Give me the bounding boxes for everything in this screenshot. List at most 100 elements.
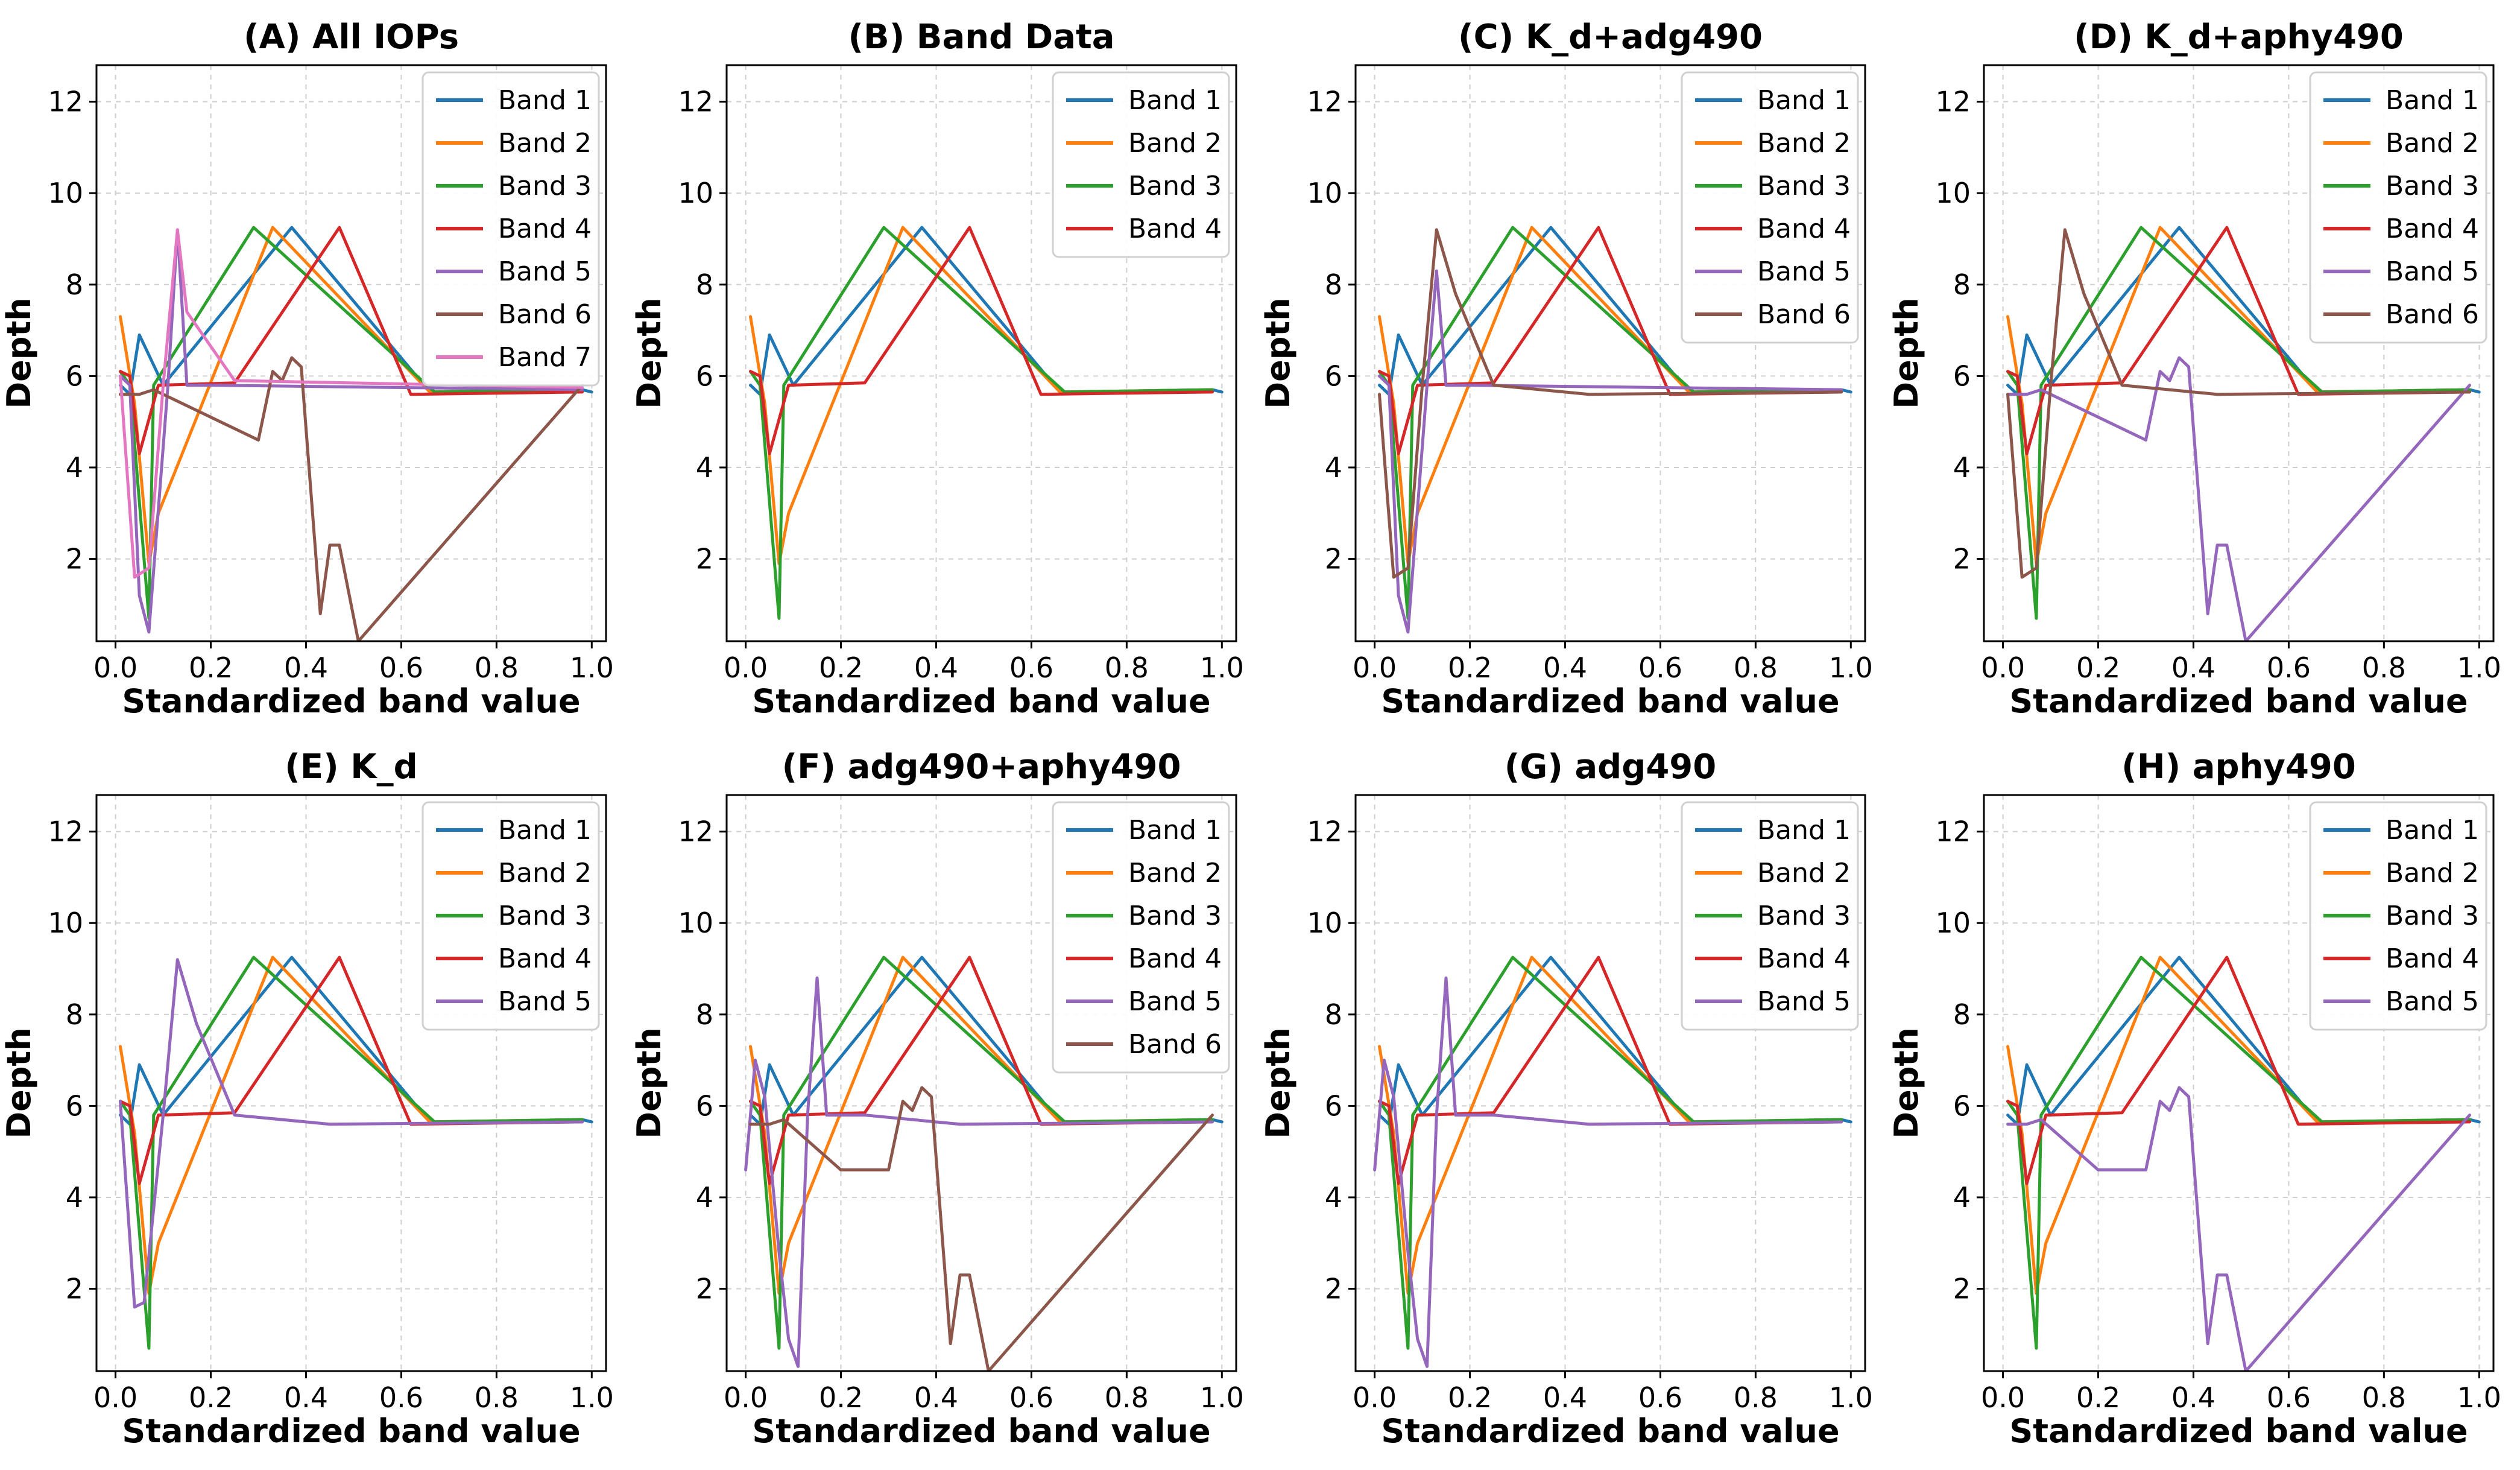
legend-label: Band 2	[1757, 128, 1851, 159]
y-tick-label: 6	[696, 360, 713, 392]
legend-label: Band 1	[1128, 85, 1222, 116]
chart-panel-3: 0.0 0.2 0.4 0.6 0.8 1.0 2 4 6 8 10 12 (C) K_d+adg490…	[1259, 17, 1873, 720]
legend-label: Band 4	[1128, 943, 1222, 974]
y-axis-label: Depth	[0, 1027, 38, 1138]
plot-frame	[95, 64, 607, 642]
legend: Band 1 Band 2 Band 3 Band 4 Band 5 Band 6	[1681, 71, 1859, 344]
chart-panel-8: 0.0 0.2 0.4 0.6 0.8 1.0 2 4 6 8 10 12 (H) aphy490 Sta…	[1887, 747, 2501, 1450]
y-axis-label: Depth	[630, 1027, 668, 1138]
y-axis-label: Depth	[1887, 297, 1925, 408]
y-tick-label: 8	[696, 998, 713, 1031]
y-tick-label: 6	[696, 1089, 713, 1122]
series-line-band-2	[749, 226, 1214, 565]
x-tick-label: 0.2	[2076, 1381, 2120, 1414]
plot-frame	[725, 64, 1237, 642]
x-axis-label: Standardized band value	[2009, 1412, 2468, 1450]
x-axis-label: Standardized band value	[122, 682, 580, 720]
series-line-band-5	[2006, 1086, 2471, 1371]
y-tick-label: 8	[1953, 998, 1971, 1031]
legend: Band 1 Band 2 Band 3 Band 4 Band 5	[2309, 801, 2487, 1031]
y-tick-label: 8	[66, 998, 83, 1031]
y-tick-label: 12	[1307, 86, 1342, 118]
series-line-band-5	[1373, 976, 1843, 1368]
y-tick-label: 10	[678, 907, 713, 939]
legend-box	[1052, 801, 1230, 1074]
x-tick-label: 1.0	[2457, 651, 2501, 684]
x-tick-label: 0.0	[93, 1381, 137, 1414]
legend-label: Band 6	[2386, 299, 2479, 330]
y-tick-label: 6	[1325, 360, 1342, 392]
x-tick-label: 1.0	[570, 1381, 614, 1414]
legend-label: Band 1	[1757, 85, 1851, 116]
plot-frame	[1354, 794, 1866, 1372]
y-tick-label: 10	[48, 907, 83, 939]
y-tick-label: 2	[1325, 1273, 1342, 1305]
legend-label: Band 5	[2386, 986, 2479, 1017]
x-tick-label: 0.4	[914, 1381, 958, 1414]
x-tick-label: 0.2	[1448, 1381, 1492, 1414]
y-tick-label: 6	[66, 1089, 83, 1122]
legend-label: Band 6	[1757, 299, 1851, 330]
plot-frame	[725, 794, 1237, 1372]
legend-box	[422, 71, 600, 387]
y-tick-label: 8	[1953, 268, 1971, 301]
legend-label: Band 4	[1757, 943, 1851, 974]
chart-panel-4: 0.0 0.2 0.4 0.6 0.8 1.0 2 4 6 8 10 12 (D) K_d+aphy49…	[1887, 17, 2501, 720]
series-line-band-5	[119, 958, 584, 1309]
y-tick-label: 4	[1953, 451, 1971, 484]
y-tick-label: 10	[1935, 177, 1971, 209]
y-tick-label: 8	[66, 268, 83, 301]
series-line-band-5	[744, 976, 1214, 1368]
legend-label: Band 3	[2386, 171, 2479, 201]
legend-label: Band 4	[2386, 943, 2479, 974]
legend-label: Band 4	[2386, 214, 2479, 244]
legend-label: Band 5	[2386, 256, 2479, 287]
legend-label: Band 2	[1128, 858, 1222, 889]
legend: Band 1 Band 2 Band 3 Band 4 Band 5 Band 6	[1052, 801, 1230, 1074]
y-axis-label: Depth	[1259, 1027, 1297, 1138]
y-tick-label: 4	[1325, 1181, 1342, 1214]
y-tick-label: 6	[1953, 1089, 1971, 1122]
y-axis-label: Depth	[630, 297, 668, 408]
panel-title: (B) Band Data	[848, 17, 1114, 57]
x-tick-label: 0.2	[819, 651, 863, 684]
legend-label: Band 5	[1757, 986, 1851, 1017]
x-tick-label: 0.4	[2171, 651, 2215, 684]
legend-label: Band 5	[1757, 256, 1851, 287]
x-tick-label: 0.4	[2171, 1381, 2215, 1414]
x-tick-label: 0.8	[1734, 651, 1778, 684]
plot-frame	[95, 794, 607, 1372]
legend-label: Band 1	[1128, 815, 1222, 846]
series-line-band-4	[2006, 955, 2471, 1185]
series-line-band-5	[119, 228, 584, 634]
legend-label: Band 1	[2386, 815, 2479, 846]
x-axis-label: Standardized band value	[752, 682, 1210, 720]
x-tick-label: 0.8	[1105, 651, 1149, 684]
y-axis-label: Depth	[1887, 1027, 1925, 1138]
x-tick-label: 1.0	[1829, 651, 1873, 684]
legend-label: Band 4	[498, 943, 592, 974]
legend-label: Band 1	[498, 85, 592, 116]
x-tick-label: 0.4	[1543, 1381, 1587, 1414]
chart-panel-1: 0.0 0.2 0.4 0.6 0.8 1.0 2 4 6 8 10 12 (A) All IOPs St…	[0, 17, 614, 720]
legend-label: Band 5	[498, 256, 592, 287]
x-axis-label: Standardized band value	[2009, 682, 2468, 720]
legend: Band 1 Band 2 Band 3 Band 4 Band 5 Band 6	[2309, 71, 2487, 344]
x-tick-label: 0.4	[1543, 651, 1587, 684]
series-line-band-6	[119, 356, 584, 641]
y-tick-label: 4	[1325, 451, 1342, 484]
legend-label: Band 3	[1128, 171, 1222, 201]
panel-title: (G) adg490	[1505, 747, 1717, 787]
x-tick-label: 0.2	[189, 1381, 233, 1414]
x-tick-label: 0.6	[379, 1381, 423, 1414]
x-tick-label: 0.6	[2267, 651, 2311, 684]
y-tick-label: 12	[1935, 86, 1971, 118]
legend-label: Band 3	[2386, 901, 2479, 931]
x-axis-label: Standardized band value	[122, 1412, 580, 1450]
x-tick-label: 0.0	[1981, 651, 2025, 684]
x-axis-label: Standardized band value	[752, 1412, 1210, 1450]
legend-box	[2309, 801, 2487, 1031]
x-tick-label: 0.0	[1353, 651, 1397, 684]
y-tick-label: 2	[696, 543, 713, 575]
